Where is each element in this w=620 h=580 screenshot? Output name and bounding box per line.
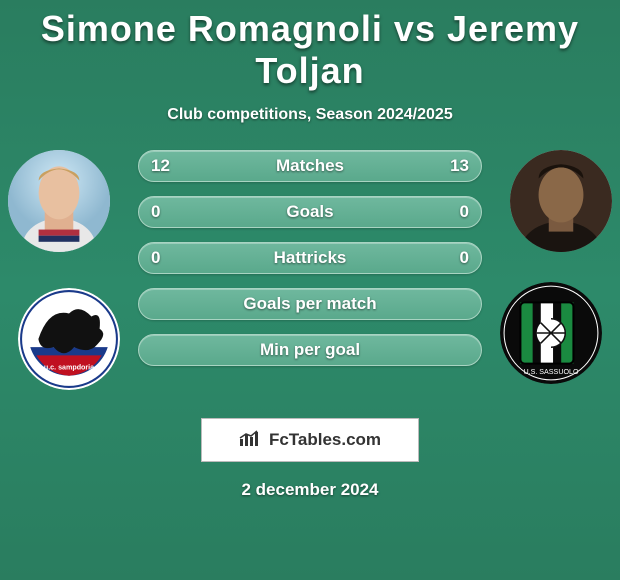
stat-label: Matches [276, 156, 344, 176]
stat-row-hattricks: 0 Hattricks 0 [138, 242, 482, 274]
stat-left-value: 0 [151, 202, 160, 222]
player-left-avatar [8, 150, 110, 252]
player-right-avatar [510, 150, 612, 252]
stat-row-goals-per-match: Goals per match [138, 288, 482, 320]
stat-left-value: 0 [151, 248, 160, 268]
stat-label: Goals [286, 202, 333, 222]
date-text: 2 december 2024 [0, 480, 620, 500]
stat-right-value: 13 [450, 156, 469, 176]
club-right-logo: U.S. SASSUOLO [500, 282, 602, 384]
svg-text:U.S. SASSUOLO: U.S. SASSUOLO [523, 368, 578, 376]
stat-label: Goals per match [243, 294, 376, 314]
stat-row-goals: 0 Goals 0 [138, 196, 482, 228]
club-left-logo: u.c. sampdoria [18, 288, 120, 390]
page-title: Simone Romagnoli vs Jeremy Toljan [0, 0, 620, 92]
subtitle: Club competitions, Season 2024/2025 [0, 106, 620, 124]
svg-text:u.c. sampdoria: u.c. sampdoria [44, 364, 95, 372]
stat-left-value: 12 [151, 156, 170, 176]
brand-text: FcTables.com [269, 430, 381, 450]
brand-badge: FcTables.com [201, 418, 419, 462]
stat-right-value: 0 [460, 202, 469, 222]
comparison-panel: u.c. sampdoria U.S. SASSUOLO 12 Matches … [0, 150, 620, 400]
stat-bars: 12 Matches 13 0 Goals 0 0 Hattricks 0 Go… [138, 150, 482, 380]
stat-row-matches: 12 Matches 13 [138, 150, 482, 182]
chart-icon [239, 429, 263, 452]
stat-row-min-per-goal: Min per goal [138, 334, 482, 366]
stat-label: Hattricks [274, 248, 347, 268]
stat-right-value: 0 [460, 248, 469, 268]
stat-label: Min per goal [260, 340, 360, 360]
